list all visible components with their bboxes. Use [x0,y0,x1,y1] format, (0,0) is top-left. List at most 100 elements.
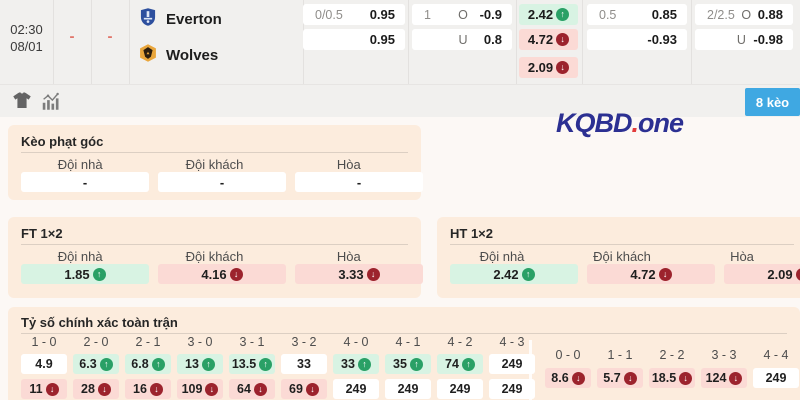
score-column: 4 - 4 249 [753,349,799,388]
header-away: Đội khách [185,157,244,172]
score-odds-cell[interactable]: 16 [125,379,171,399]
away-team-row[interactable]: Wolves [138,43,219,66]
header-away: Đội khách [185,249,244,264]
corner-odds-section: Kèo phạt góc Đội nhà Đội khách Hòa - - - [8,125,423,200]
odds-value: 124 [705,371,727,385]
section-title: FT 1×2 [21,226,63,241]
score-odds-cell[interactable]: 4.9 [21,354,67,374]
score-label: 0 - 0 [555,348,581,362]
odds-count-button[interactable]: 8 kèo [745,88,800,116]
odds-value: 0.95 [369,7,395,22]
odds-value: 3.33 [338,266,364,282]
trend-icon [556,33,570,46]
odds-value: 6.3 [79,357,97,371]
ht-1x2-section: HT 1×2 Đội nhà Đội khách Hòa 2.42 4.72 2… [437,217,800,298]
score-odds-cell[interactable]: 249 [385,379,431,399]
stats-chart-icon[interactable] [41,92,62,115]
odds-cell-ht-over[interactable]: 2/2.5 O 0.88 [695,4,793,25]
corner-draw-cell[interactable]: - [295,172,423,192]
trend-icon [409,357,423,371]
trend-icon [151,357,165,371]
odds-value: 249 [449,382,471,396]
score-odds-cell[interactable]: 35 [385,354,431,374]
score-label: 2 - 2 [659,348,685,362]
score-column: 3 - 2 33 69 [281,336,327,399]
score-odds-cell[interactable]: 249 [753,368,799,388]
ft-home-cell[interactable]: 1.85 [21,264,149,284]
odds-value: 1.85 [64,266,90,282]
kickoff-time: 02:30 [10,22,43,37]
score-odds-cell[interactable]: 5.7 [597,368,643,388]
trend-icon [99,357,113,371]
odds-cell-1x2-home[interactable]: 2.42 [519,4,578,25]
odds-cell-1x2-away[interactable]: 4.72 [519,29,578,50]
away-team-name: Wolves [166,46,219,64]
corner-away-cell[interactable]: - [158,172,286,192]
score-odds-cell[interactable]: 6.3 [73,354,119,374]
ht-away-cell[interactable]: 4.72 [587,264,715,284]
trend-icon [305,382,319,396]
odds-cell-handicap-away[interactable]: 0.95 [303,29,405,50]
odds-value: 35 [393,357,407,371]
odds-cell-ht-under[interactable]: U -0.98 [695,29,793,50]
odds-cell-over[interactable]: 1 O -0.9 [412,4,512,25]
score-odds-cell[interactable]: 74 [437,354,483,374]
logo-text: KQBD [556,108,632,138]
score-label: 3 - 1 [239,335,265,349]
odds-cell-1x2-draw[interactable]: 2.09 [519,57,578,78]
odds-value: 18.5 [651,371,677,385]
score-column: 0 - 0 8.6 [545,349,591,388]
odds-cells: 1.85 4.16 3.33 [21,264,423,284]
score-odds-cell[interactable]: 6.8 [125,354,171,374]
odds-value: 74 [445,357,459,371]
score-odds-cell[interactable]: 11 [21,379,67,399]
score-odds-cell[interactable]: 13 [177,354,223,374]
score-odds-cell[interactable]: 249 [333,379,379,399]
score-odds-cell[interactable]: 8.6 [545,368,591,388]
odds-value: 5.7 [603,371,621,385]
odds-cell-under[interactable]: U 0.8 [412,29,512,50]
everton-crest-icon [138,7,158,32]
score-odds-cell[interactable]: 13.5 [229,354,275,374]
score-odds-cell[interactable]: 124 [701,368,747,388]
score-odds-cell[interactable]: 249 [489,379,535,399]
odds-value: 11 [29,382,43,396]
score-main-columns: 1 - 0 4.9 11 2 - 0 6.3 28 2 - 1 6.8 16 3 - 0 13 109… [21,336,541,399]
ht-home-cell[interactable]: 2.42 [450,264,578,284]
score-odds-cell[interactable]: 109 [177,379,223,399]
score-odds-cell[interactable]: 64 [229,379,275,399]
trend-icon [97,382,111,396]
score-odds-cell[interactable]: 249 [489,354,535,374]
section-title: Kèo phạt góc [21,134,104,149]
score-odds-cell[interactable]: 18.5 [649,368,695,388]
jersey-icon[interactable] [12,92,32,114]
ht-draw-cell[interactable]: 2.09 [724,264,800,284]
total-line: 2/2.5 [707,7,735,22]
odds-value: 2.42 [527,7,554,22]
score-odds-cell[interactable]: 33 [333,354,379,374]
score-odds-cell[interactable]: 69 [281,379,327,399]
score-odds-cell[interactable]: 33 [281,354,327,374]
trend-icon [45,382,59,396]
ft-away-cell[interactable]: 4.16 [158,264,286,284]
odds-value: - [356,174,362,190]
divider [21,152,408,153]
trend-icon [556,61,570,74]
odds-value: 2.42 [493,266,519,282]
odds-cell-handicap-home[interactable]: 0/0.5 0.95 [303,4,405,25]
section-title: HT 1×2 [450,226,493,241]
odds-cell-ht-handicap-home[interactable]: 0.5 0.85 [587,4,687,25]
ft-draw-cell[interactable]: 3.33 [295,264,423,284]
score-odds-cell[interactable]: 249 [437,379,483,399]
trend-icon [679,371,693,385]
odds-value: 249 [765,371,787,385]
odds-cell-ht-handicap-away[interactable]: -0.93 [587,29,687,50]
trend-icon [229,267,243,281]
home-team-row[interactable]: Everton [138,7,222,32]
trend-icon [366,267,380,281]
odds-value: 249 [501,357,523,371]
corner-home-cell[interactable]: - [21,172,149,192]
column-headers: Đội nhà Đội khách Hòa [442,249,800,264]
column-divider [129,0,130,84]
score-odds-cell[interactable]: 28 [73,379,119,399]
